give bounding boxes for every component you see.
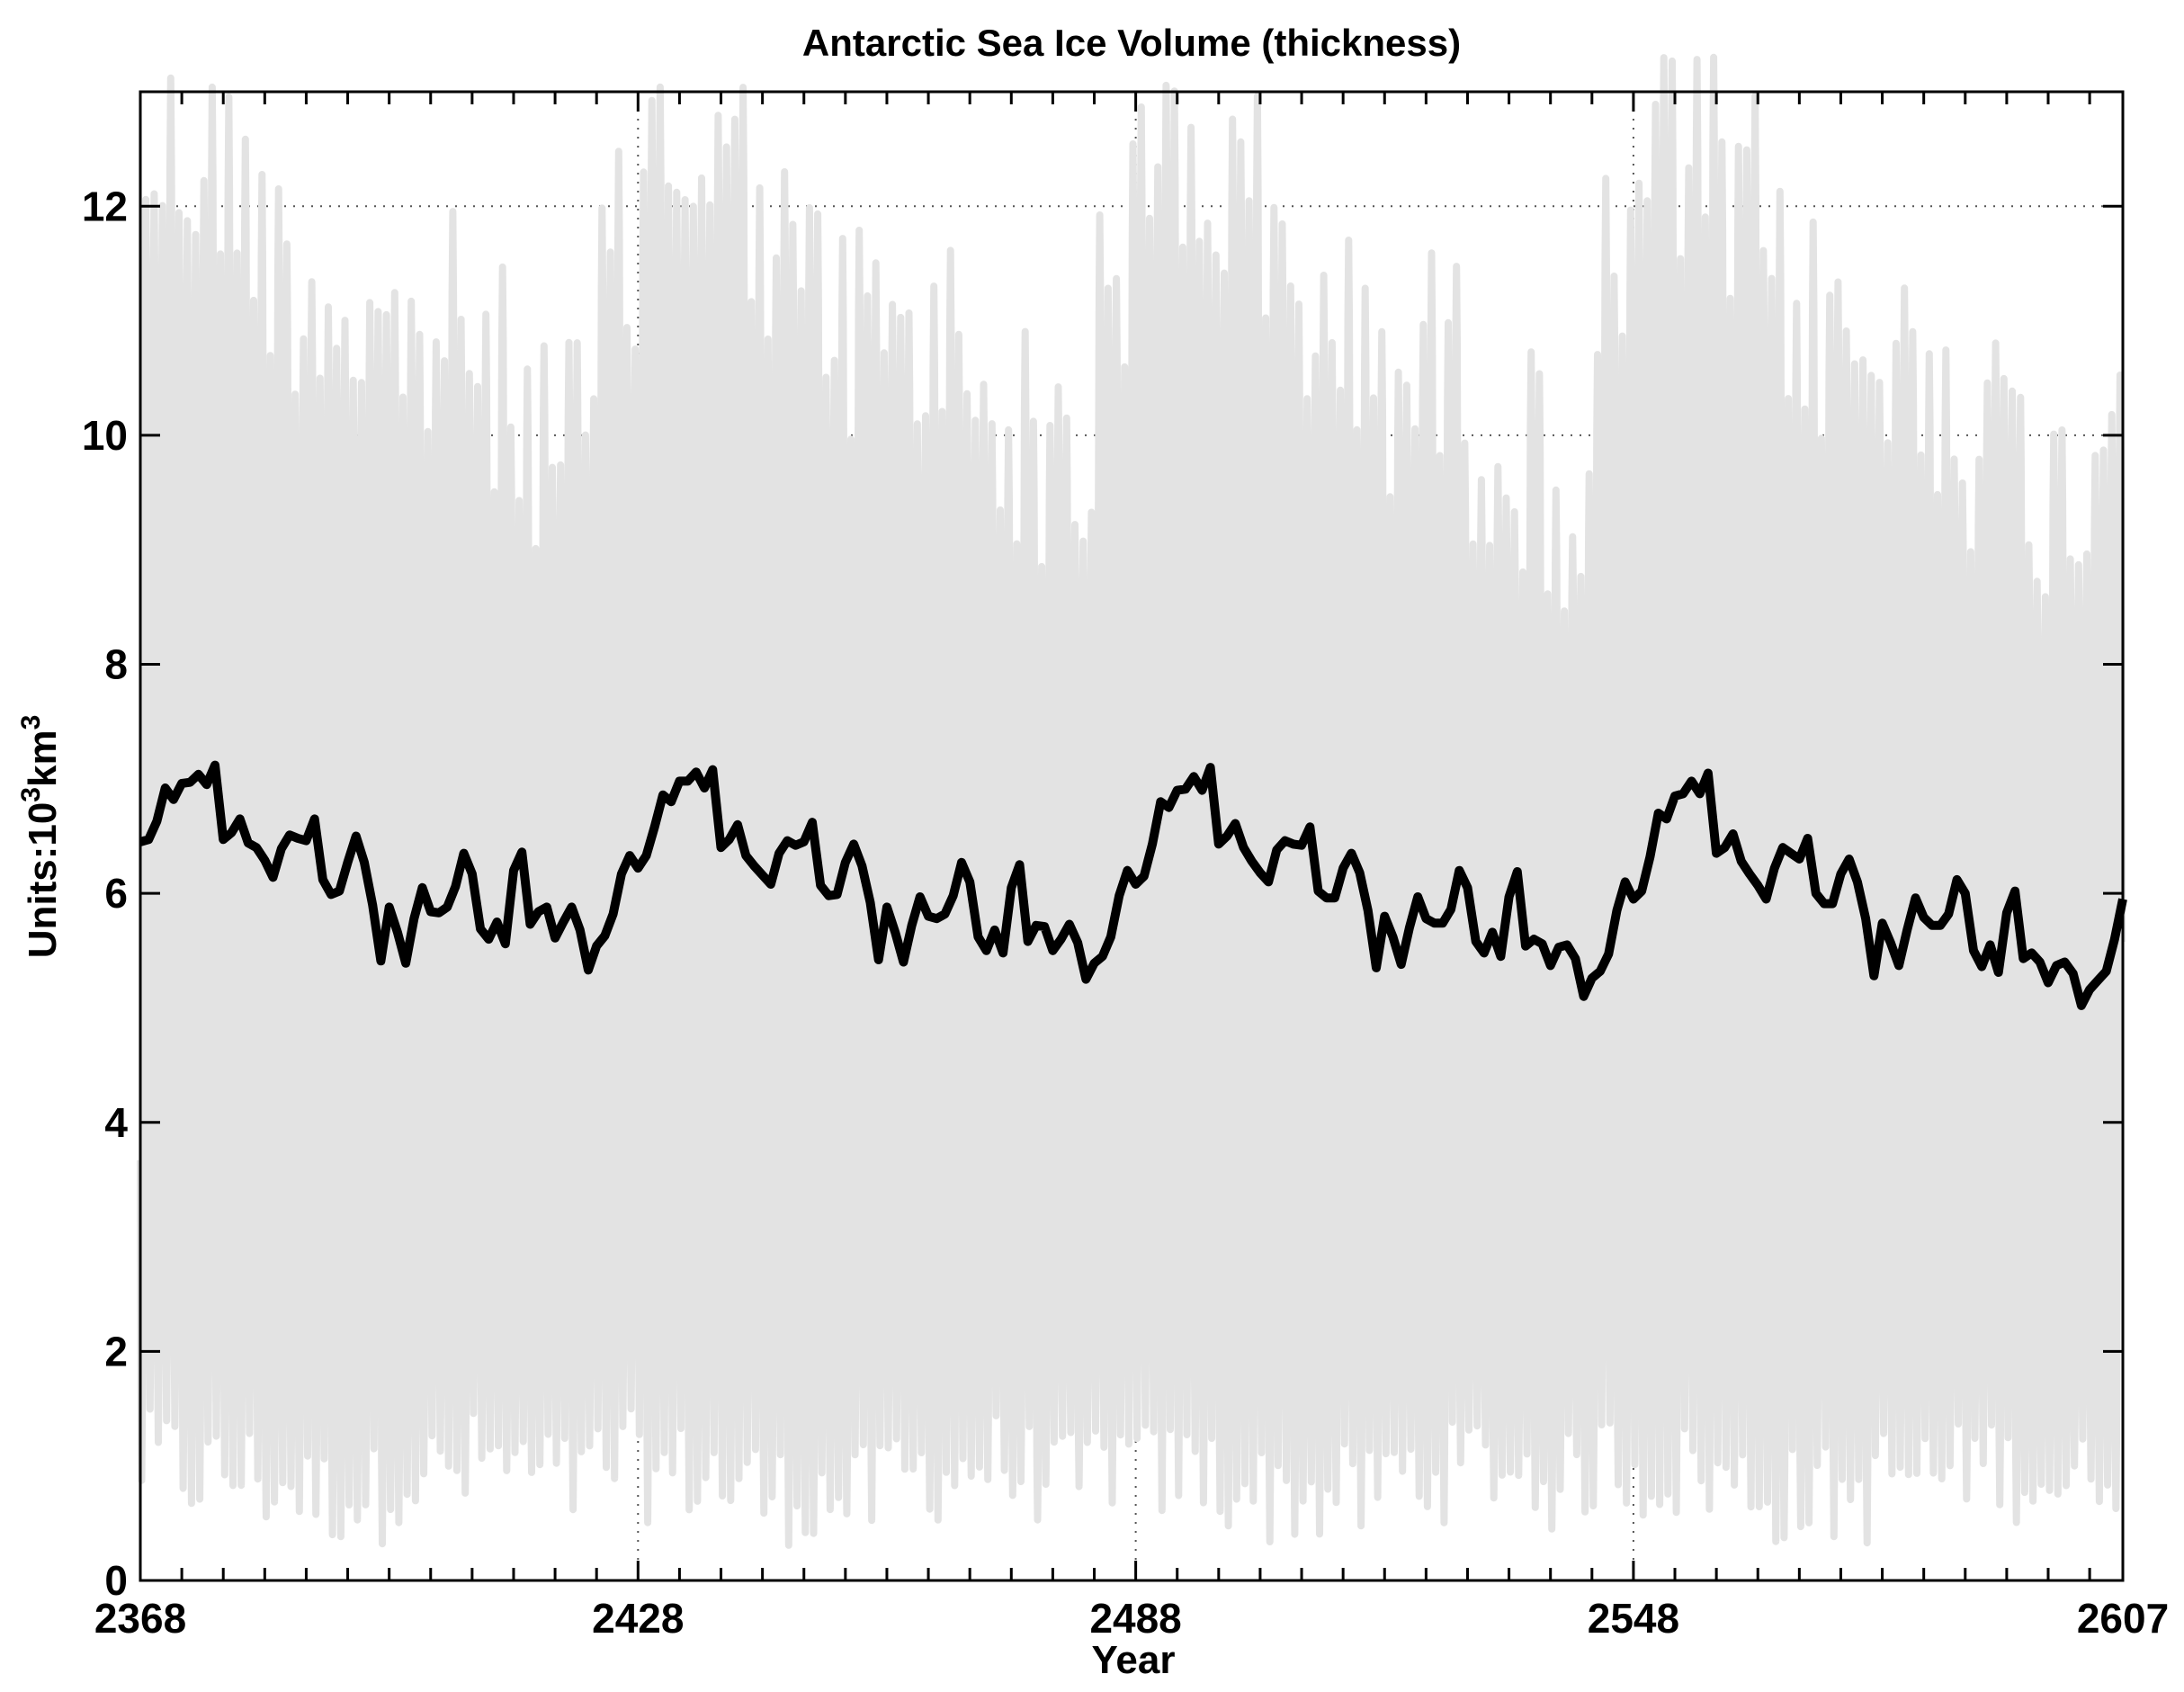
- y-tick-label: 8: [104, 641, 128, 688]
- x-tick-label: 2548: [1588, 1595, 1679, 1642]
- monthly-series: [137, 53, 2126, 1549]
- y-tick-label: 2: [104, 1328, 128, 1374]
- annual-mean-line: [139, 760, 2127, 1010]
- monthly-volume-line: [137, 53, 2126, 1549]
- chart-title: Antarctic Sea Ice Volume (thickness): [802, 22, 1461, 64]
- y-axis-label: Units:103km3: [16, 715, 65, 959]
- x-tick-label: 2428: [592, 1595, 684, 1642]
- x-axis-label: Year: [1092, 1638, 1176, 1682]
- y-tick-label: 6: [104, 870, 128, 917]
- plot-frame: [139, 90, 2125, 1582]
- x-tick-labels: 2368 2428 2488 2548 2607: [94, 1595, 2169, 1642]
- y-tick-label: 10: [82, 412, 128, 459]
- y-tick-label: 12: [82, 183, 128, 229]
- y-tick-labels: 0 2 4 6 8 10 12: [82, 183, 129, 1604]
- x-tick-label: 2607: [2077, 1595, 2169, 1642]
- x-tick-label: 2368: [94, 1595, 186, 1642]
- y-tick-label: 0: [104, 1557, 128, 1604]
- annual-mean-series: [139, 760, 2127, 1010]
- y-tick-label: 4: [104, 1099, 128, 1146]
- axis-ticks: [139, 92, 2123, 1582]
- x-tick-label: 2488: [1089, 1595, 1181, 1642]
